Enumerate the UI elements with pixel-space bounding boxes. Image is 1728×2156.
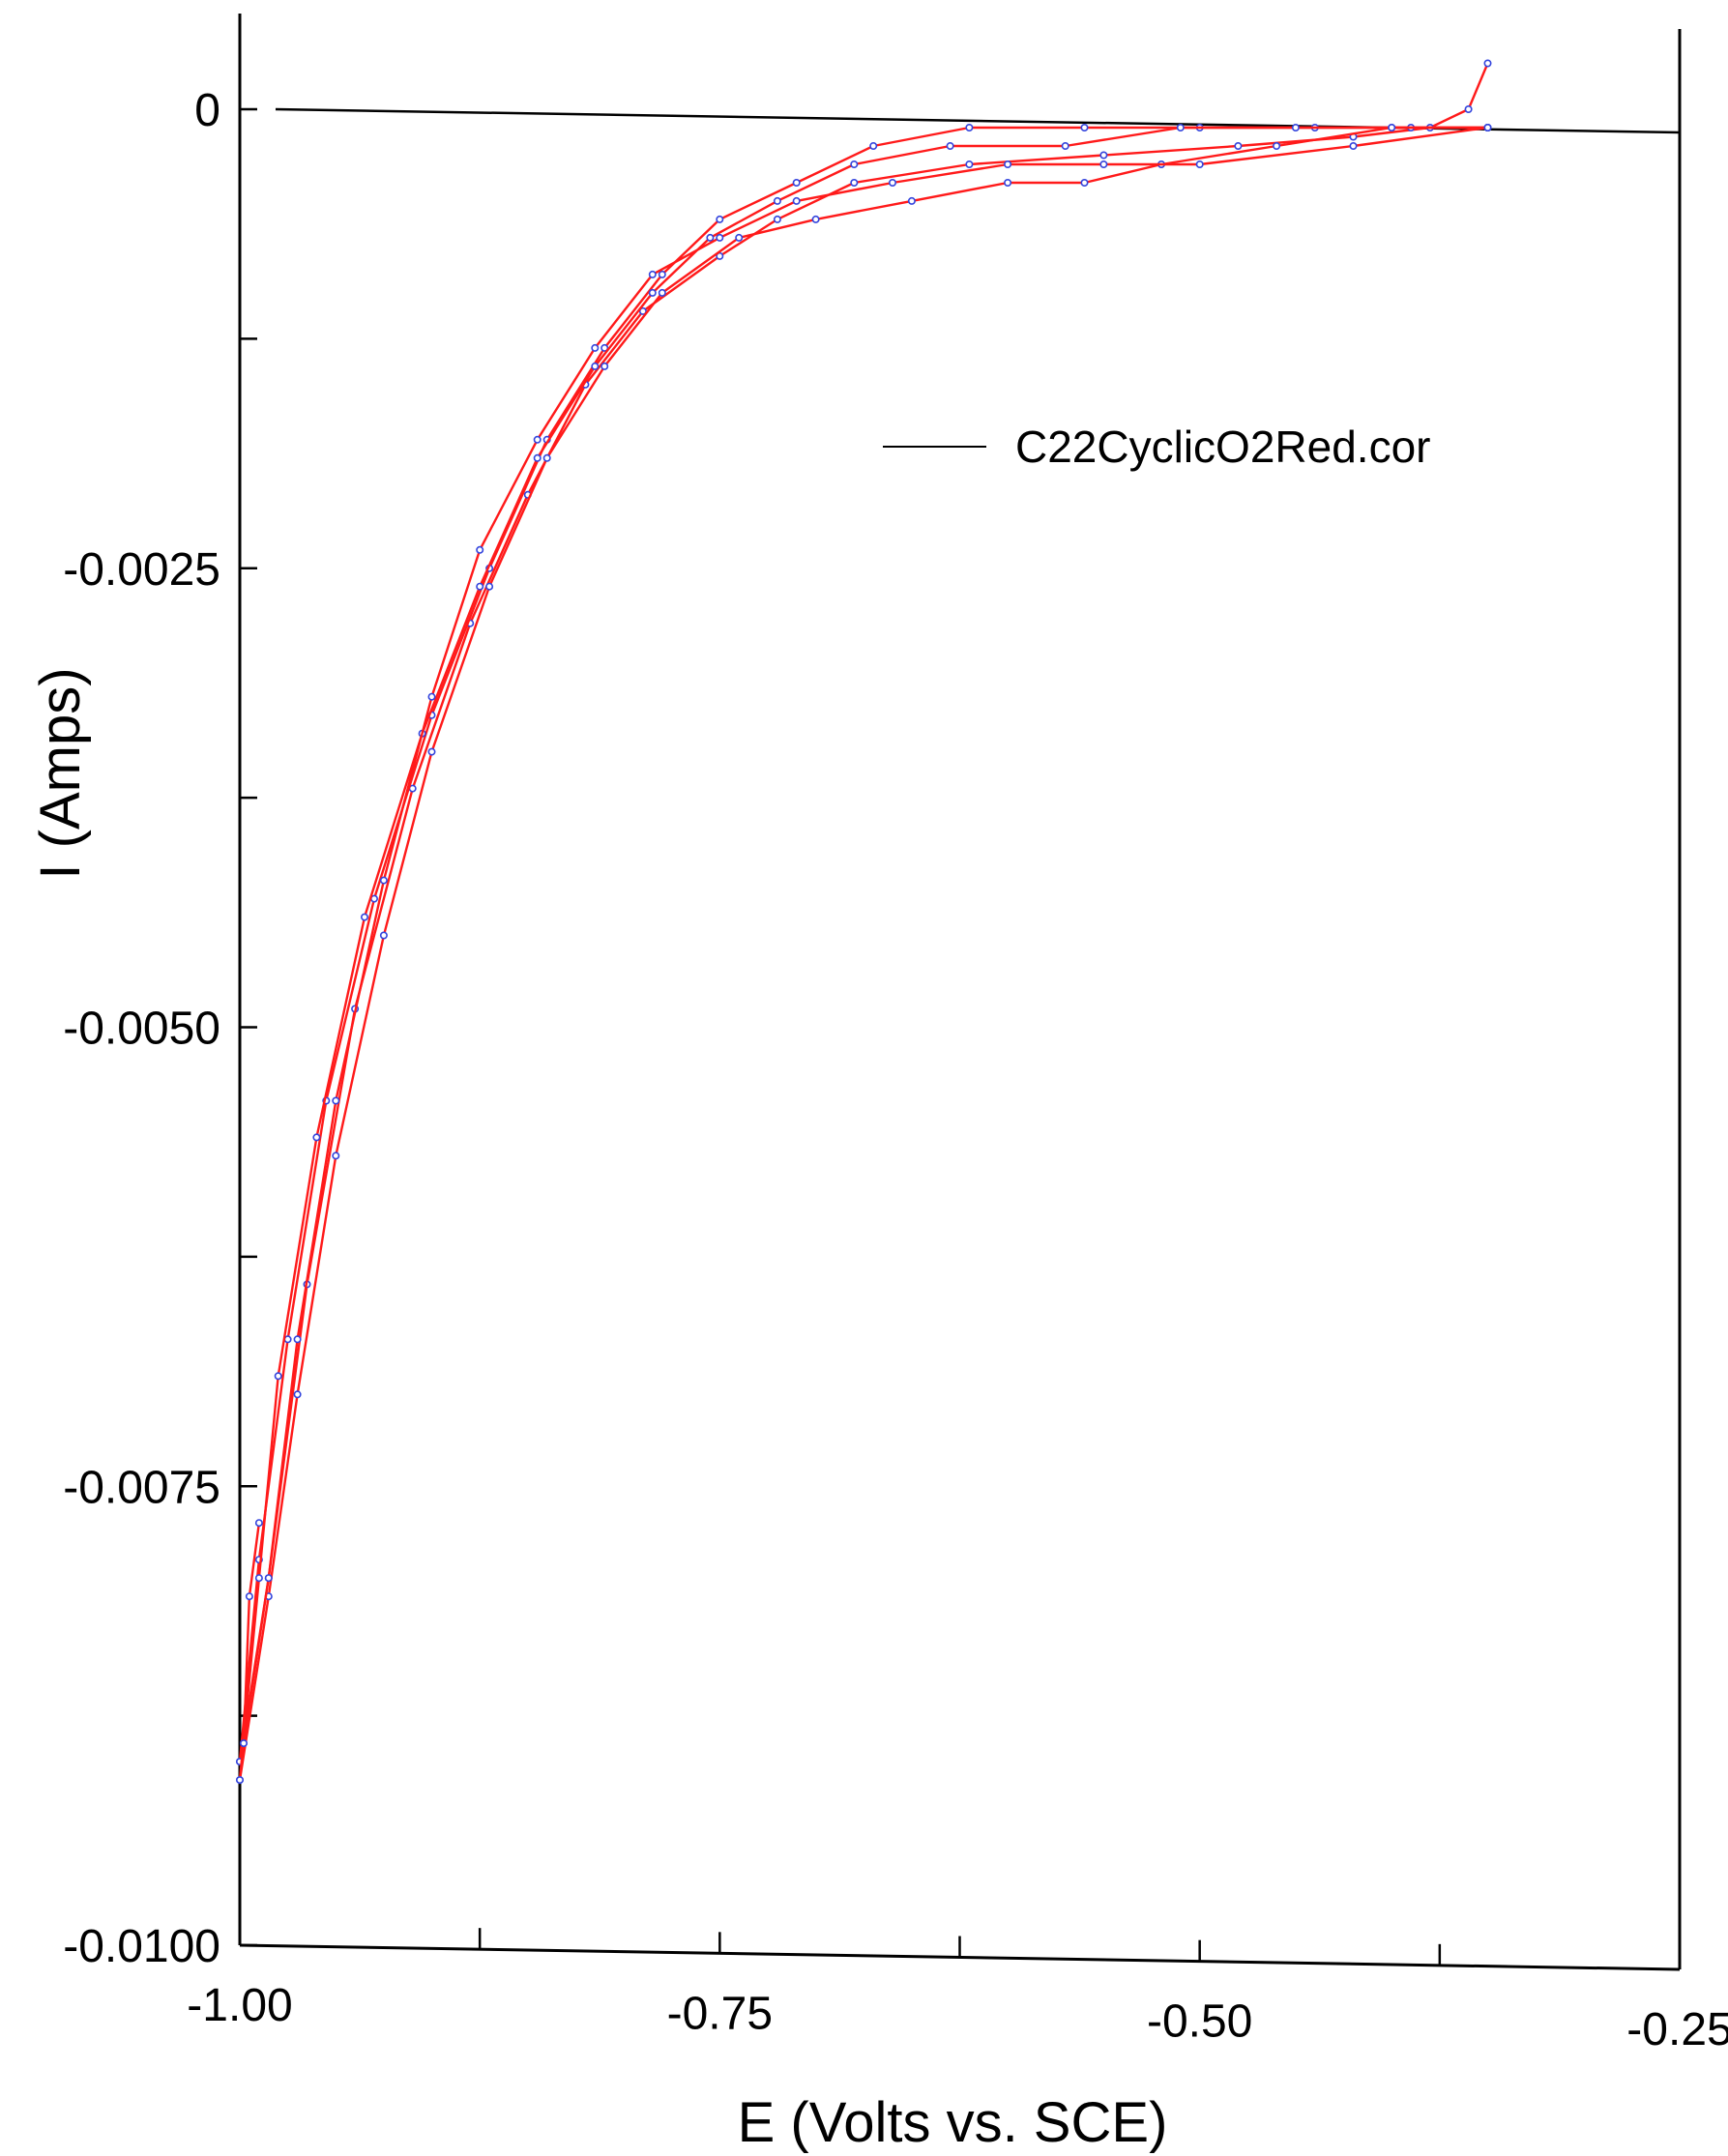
data-point xyxy=(1061,142,1069,151)
data-point xyxy=(591,362,600,370)
data-point xyxy=(1483,59,1492,68)
series-line xyxy=(238,126,1488,1763)
data-point xyxy=(850,179,859,188)
data-point xyxy=(240,1739,249,1748)
data-point xyxy=(658,288,666,297)
x-axis-label: E (Volts vs. SCE) xyxy=(738,2091,1168,2154)
series-line xyxy=(242,126,1488,1744)
data-point xyxy=(264,1574,273,1583)
data-point xyxy=(946,142,954,151)
data-point xyxy=(332,1151,340,1160)
x-tick-label: -1.00 xyxy=(187,1980,292,2031)
data-point xyxy=(1195,160,1204,169)
y-tick-label: -0.0025 xyxy=(63,544,220,596)
series-line xyxy=(238,63,1489,1763)
data-point xyxy=(245,1592,253,1601)
data-point xyxy=(1483,124,1492,132)
data-point xyxy=(888,179,896,188)
data-point xyxy=(485,582,494,591)
data-point xyxy=(869,142,878,151)
data-point xyxy=(648,270,657,278)
y-tick-label: -0.0050 xyxy=(63,1004,220,1055)
data-point xyxy=(379,876,388,885)
data-point xyxy=(716,251,724,260)
axes xyxy=(238,14,1682,1971)
data-point xyxy=(254,1574,263,1583)
data-point xyxy=(1176,124,1185,132)
data-point xyxy=(773,215,781,223)
data-point xyxy=(1080,124,1089,132)
y-tick-label: -0.0075 xyxy=(63,1462,220,1513)
data-point xyxy=(1004,179,1012,188)
x-tick-label: -0.50 xyxy=(1147,1996,1252,2048)
data-point xyxy=(1388,124,1396,132)
data-point xyxy=(965,160,974,169)
data-point xyxy=(735,233,744,242)
series-line xyxy=(238,126,1488,1781)
data-point xyxy=(293,1390,302,1399)
data-point xyxy=(1273,142,1281,151)
data-point xyxy=(1291,124,1300,132)
data-point xyxy=(1349,142,1358,151)
data-point xyxy=(236,1776,245,1785)
data-point xyxy=(773,196,781,205)
data-point xyxy=(360,913,368,921)
legend-label: C22CyclicO2Red.cor xyxy=(1015,422,1430,472)
data-point xyxy=(648,288,657,297)
data-point xyxy=(312,1133,321,1142)
legend: C22CyclicO2Red.cor xyxy=(883,422,1430,472)
data-point xyxy=(542,453,551,462)
data-point xyxy=(811,215,820,223)
series-line xyxy=(238,126,1488,1781)
series-layer xyxy=(236,59,1492,1785)
ticks: 0 -0.0025 -0.0050 -0.0075 -0.0100 -1.00 -0.75 -… xyxy=(63,85,1728,2055)
data-point xyxy=(1464,105,1473,114)
data-point xyxy=(533,453,542,462)
data-point xyxy=(1099,151,1108,160)
data-point xyxy=(658,270,666,278)
data-point xyxy=(476,582,484,591)
data-point xyxy=(476,545,484,554)
data-point xyxy=(965,124,974,132)
data-point xyxy=(600,362,609,370)
data-point xyxy=(716,215,724,223)
data-point xyxy=(1234,142,1243,151)
data-point xyxy=(638,306,647,315)
x-tick-label: -0.75 xyxy=(667,1988,773,2039)
data-point xyxy=(1099,160,1108,169)
y-axis-label: I (Amps) xyxy=(29,667,92,879)
data-point xyxy=(706,233,715,242)
y-tick-label: 0 xyxy=(194,85,220,136)
data-point xyxy=(254,1519,263,1528)
data-point xyxy=(716,233,724,242)
y-tick-label: -0.0100 xyxy=(63,1921,220,1972)
data-point xyxy=(792,196,801,205)
data-point xyxy=(533,435,542,444)
data-point xyxy=(274,1372,282,1381)
data-point xyxy=(600,343,609,352)
data-point xyxy=(591,343,600,352)
x-tick-label: -0.25 xyxy=(1626,2004,1728,2055)
data-point xyxy=(332,1096,340,1105)
data-point xyxy=(907,196,916,205)
data-point xyxy=(850,160,859,169)
data-point xyxy=(1004,160,1012,169)
data-point xyxy=(1080,179,1089,188)
data-point xyxy=(427,747,436,756)
data-point xyxy=(427,692,436,701)
data-point xyxy=(792,179,801,188)
data-point xyxy=(379,931,388,940)
data-point xyxy=(293,1335,302,1344)
